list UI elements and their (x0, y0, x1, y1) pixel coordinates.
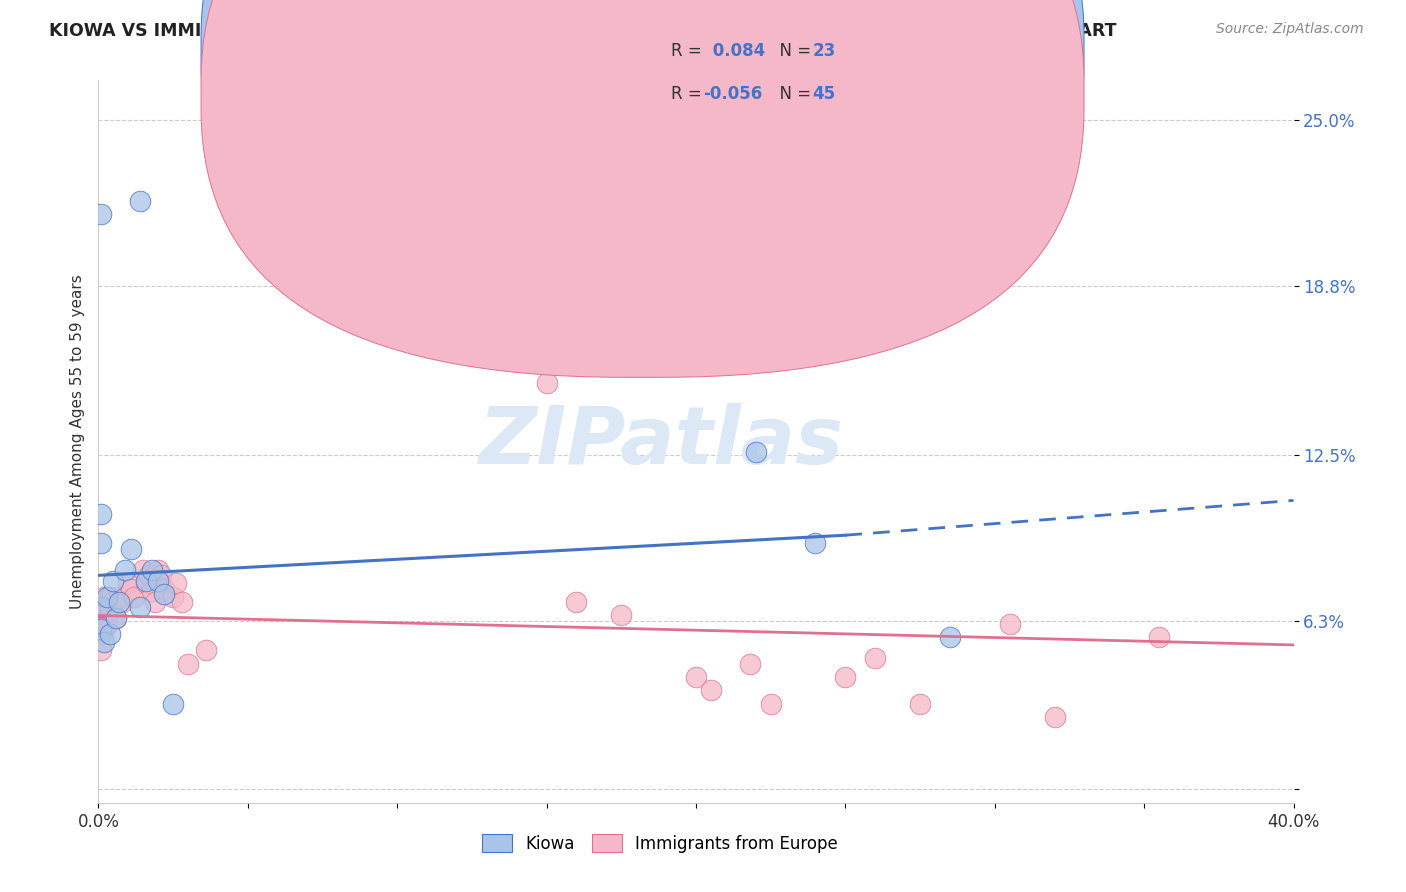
Point (93, 608, 115, 623)
Point (153, 587, 176, 601)
Point (129, 600, 152, 615)
Point (93, 590, 115, 604)
Point (165, 576, 187, 591)
Point (150, 568, 173, 582)
Point (103, 595, 125, 609)
Text: 45: 45 (813, 85, 835, 103)
Point (90, 627, 112, 641)
Y-axis label: Unemployment Among Ages 55 to 59 years: Unemployment Among Ages 55 to 59 years (69, 274, 84, 609)
Point (90, 507, 112, 521)
Point (655, 349, 678, 363)
Point (108, 595, 131, 609)
Point (111, 595, 134, 609)
Point (1147, 630, 1170, 644)
Point (90, 622, 112, 636)
Point (129, 194, 152, 208)
Point (745, 445, 768, 459)
Text: 23: 23 (813, 42, 837, 60)
Point (1043, 710, 1066, 724)
Point (610, 608, 633, 623)
Point (98, 590, 122, 604)
Point (536, 376, 558, 390)
Point (738, 657, 761, 671)
Legend: Kiowa, Immigrants from Europe: Kiowa, Immigrants from Europe (475, 828, 845, 860)
Text: N =: N = (769, 42, 817, 60)
Point (865, 651, 887, 665)
Point (998, 616, 1021, 631)
Point (90, 600, 112, 615)
Text: Source: ZipAtlas.com: Source: ZipAtlas.com (1216, 22, 1364, 37)
Point (114, 563, 136, 577)
Text: KIOWA VS IMMIGRANTS FROM EUROPE UNEMPLOYMENT AMONG AGES 55 TO 59 YEARS CORRELATI: KIOWA VS IMMIGRANTS FROM EUROPE UNEMPLOY… (49, 22, 1116, 40)
Point (132, 563, 155, 577)
Text: R =: R = (671, 85, 707, 103)
Point (834, 670, 856, 684)
Point (700, 683, 723, 698)
Text: N =: N = (769, 85, 817, 103)
Point (93, 635, 115, 649)
Point (759, 697, 782, 711)
Point (90, 536, 112, 550)
Point (96, 590, 118, 604)
Point (162, 590, 184, 604)
Point (172, 595, 194, 609)
Text: 0.084: 0.084 (707, 42, 765, 60)
Point (96, 616, 118, 631)
Point (117, 576, 139, 591)
Point (939, 630, 962, 644)
Point (108, 590, 131, 604)
Point (195, 643, 218, 657)
Point (93, 622, 115, 636)
Point (141, 563, 163, 577)
Text: -0.056: -0.056 (703, 85, 762, 103)
Point (120, 582, 142, 596)
Point (98, 603, 122, 617)
Point (105, 611, 128, 625)
Text: ZIPatlas: ZIPatlas (478, 402, 842, 481)
Point (177, 657, 200, 671)
Point (135, 574, 157, 588)
Point (90, 600, 112, 615)
Point (138, 568, 160, 582)
Point (685, 670, 707, 684)
Point (90, 616, 112, 631)
Point (135, 576, 157, 591)
Point (124, 590, 146, 604)
Point (153, 582, 176, 596)
Point (90, 207, 112, 221)
Point (90, 643, 112, 657)
Point (148, 574, 170, 588)
Point (96, 603, 118, 617)
Point (141, 584, 163, 599)
Point (804, 536, 827, 550)
Point (148, 563, 170, 577)
Point (565, 595, 588, 609)
Point (120, 541, 142, 556)
Point (162, 697, 184, 711)
Text: R =: R = (671, 42, 707, 60)
Point (143, 595, 166, 609)
Point (908, 697, 931, 711)
Point (103, 574, 125, 588)
Point (105, 611, 128, 625)
Point (98, 627, 122, 641)
